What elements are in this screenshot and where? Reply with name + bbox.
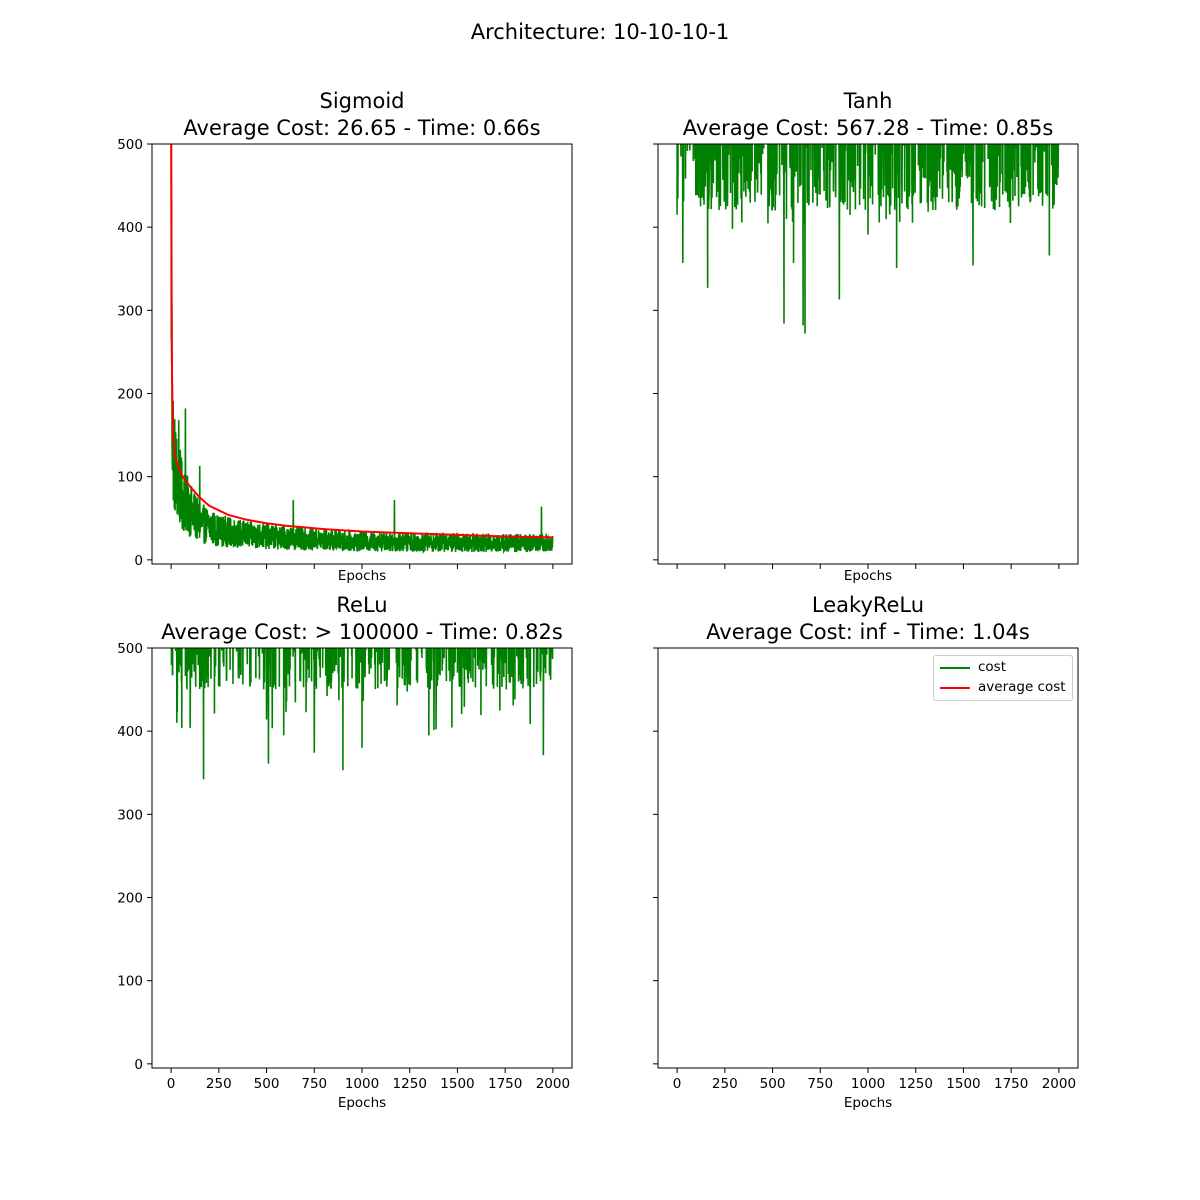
panel-title: Sigmoid (319, 89, 405, 113)
x-axis-label: Epochs (337, 568, 387, 584)
panel-title: LeakyReLu (811, 593, 925, 617)
y-tick-label: 400 (117, 220, 143, 236)
average-cost-line (170, 144, 553, 539)
y-tick-label: 500 (117, 137, 143, 153)
panel-subtitle: Average Cost: 567.28 - Time: 0.85s (682, 116, 1054, 140)
panel-sigmoid-title-block: Sigmoid Average Cost: 26.65 - Time: 0.66… (152, 88, 572, 142)
axes-frame (657, 647, 1079, 1069)
x-tick-label: 250 (206, 1076, 232, 1092)
cost-line (170, 144, 554, 555)
x-tick-label: 1250 (899, 1076, 933, 1092)
legend: cost average cost (933, 655, 1073, 701)
x-tick-label: 1250 (393, 1076, 427, 1092)
x-tick-label: 2000 (536, 1076, 570, 1092)
y-tick-label: 300 (117, 303, 143, 319)
x-tick-label: 1500 (946, 1076, 980, 1092)
legend-label: average cost (978, 679, 1066, 695)
x-tick-label: 250 (712, 1076, 738, 1092)
y-tick-label: 100 (117, 974, 143, 990)
x-tick-label: 1750 (994, 1076, 1028, 1092)
legend-item-average-cost: average cost (934, 678, 1074, 698)
y-tick-label: 0 (134, 1057, 143, 1073)
y-tick-label: 200 (117, 387, 143, 403)
x-axis-label: Epochs (843, 568, 893, 584)
panel-leakyrelu-title-block: LeakyReLu Average Cost: inf - Time: 1.04… (658, 592, 1078, 646)
panel-relu: 0 100 200 300 400 500 0 250 500 750 1000 1250 1500 17… (117, 641, 573, 1092)
x-tick-label: 500 (760, 1076, 786, 1092)
x-tick-label: 1000 (851, 1076, 885, 1092)
panel-title: Tanh (843, 89, 893, 113)
axes-frame (151, 143, 573, 565)
legend-item-cost: cost (934, 658, 1074, 678)
y-tick-label: 0 (134, 553, 143, 569)
legend-label: cost (978, 659, 1007, 675)
x-tick-label: 750 (301, 1076, 327, 1092)
x-tick-label: 1000 (345, 1076, 379, 1092)
cost-line (676, 144, 1060, 334)
panel-relu-title-block: ReLu Average Cost: > 100000 - Time: 0.82… (152, 592, 572, 646)
panel-title: ReLu (336, 593, 388, 617)
y-tick-label: 100 (117, 470, 143, 486)
figure-suptitle: Architecture: 10-10-10-1 (470, 20, 730, 44)
panel-subtitle: Average Cost: 26.65 - Time: 0.66s (183, 116, 541, 140)
panel-subtitle: Average Cost: > 100000 - Time: 0.82s (161, 620, 563, 644)
x-tick-label: 0 (167, 1076, 176, 1092)
x-axis-label: Epochs (843, 1095, 893, 1111)
cost-line (170, 648, 554, 780)
panel-sigmoid: 0 100 200 300 400 500 (117, 137, 573, 569)
y-tick-label: 300 (117, 807, 143, 823)
x-tick-label: 750 (807, 1076, 833, 1092)
legend-swatch (940, 687, 970, 689)
legend-swatch (940, 667, 970, 669)
panel-tanh-title-block: Tanh Average Cost: 567.28 - Time: 0.85s (658, 88, 1078, 142)
panel-subtitle: Average Cost: inf - Time: 1.04s (706, 620, 1030, 644)
y-tick-label: 400 (117, 724, 143, 740)
x-axis-label: Epochs (337, 1095, 387, 1111)
x-tick-label: 0 (673, 1076, 682, 1092)
x-tick-label: 2000 (1042, 1076, 1076, 1092)
panel-tanh (653, 143, 1079, 569)
panel-leakyrelu: 0 250 500 750 1000 1250 1500 1750 2000 (653, 647, 1079, 1092)
y-tick-label: 500 (117, 641, 143, 657)
x-tick-label: 1500 (440, 1076, 474, 1092)
y-tick-label: 200 (117, 891, 143, 907)
x-tick-label: 500 (254, 1076, 280, 1092)
x-tick-label: 1750 (488, 1076, 522, 1092)
